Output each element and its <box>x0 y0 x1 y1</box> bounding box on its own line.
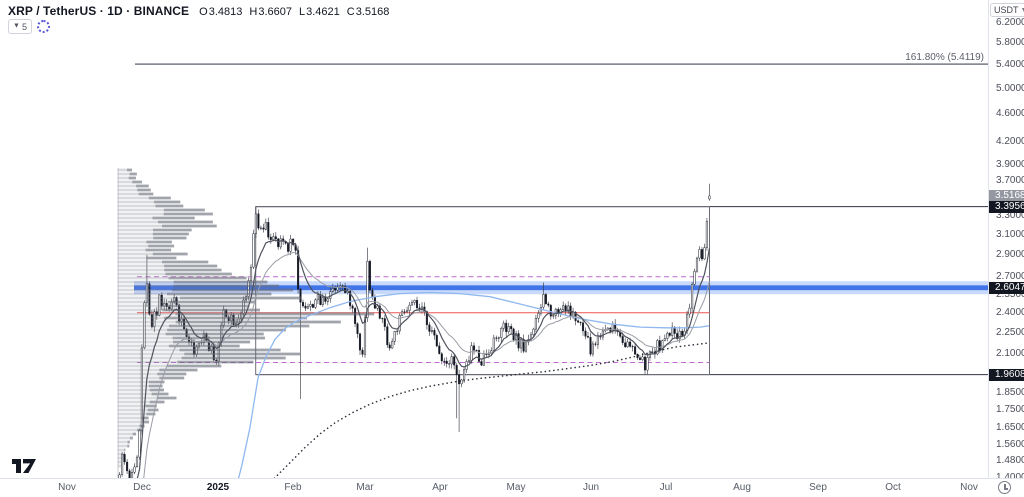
price-tick-label: 1.8500 <box>996 387 1024 398</box>
chevron-down-icon: ▼ <box>1021 7 1024 14</box>
time-tick-label: Feb <box>284 482 301 493</box>
price-tick-label: 2.9000 <box>996 249 1024 260</box>
price-badge: 2.6047 <box>989 282 1024 294</box>
price-tick-label: 4.6000 <box>996 108 1024 119</box>
time-axis[interactable]: Nov Dec 2025 Feb Mar Apr May Jun Jul Aug Sep Oct Nov <box>0 478 1024 497</box>
chevron-down-icon: ▼ <box>13 23 20 30</box>
ohlc-item: O3.4813 <box>199 6 242 18</box>
ema-fast-line <box>1 240 710 478</box>
currency-label: USDT <box>994 5 1019 15</box>
fib-extension-label: 161.80% (5.4119) <box>905 52 984 63</box>
price-tick-label: 4.2000 <box>996 136 1024 147</box>
price-tick-label: 5.0000 <box>996 83 1024 94</box>
currency-toggle-button[interactable]: USDT ▼ <box>990 3 1024 17</box>
price-tick-label: 3.9000 <box>996 159 1024 170</box>
price-tick-label: 2.1000 <box>996 348 1024 359</box>
time-tick-label: Dec <box>133 482 151 493</box>
time-tick-label: Jun <box>583 482 599 493</box>
symbol-title[interactable]: XRP / TetherUS · 1D · BINANCE <box>8 4 189 18</box>
ohlc-item: L3.4621 <box>299 6 340 18</box>
chart-canvas[interactable]: 161.80% (5.4119) <box>0 0 988 478</box>
sma-dotted-line <box>263 343 709 478</box>
price-tick-label: 3.7000 <box>996 175 1024 186</box>
time-tick-label: Mar <box>356 482 373 493</box>
price-tick-label: 5.8000 <box>996 37 1024 48</box>
tradingview-logo <box>10 456 40 476</box>
chart-pane[interactable]: 161.80% (5.4119) <box>0 0 988 478</box>
indicators-collapsed-chip[interactable]: ▼ 5 <box>8 19 32 34</box>
time-tick-label: Jul <box>660 482 673 493</box>
price-tick-label: 2.4000 <box>996 307 1024 318</box>
price-badge: 1.9608 <box>989 369 1024 381</box>
ohlc-item: C3.5168 <box>347 6 390 18</box>
ohlc-item: H3.6607 <box>249 6 292 18</box>
timezone-icon[interactable] <box>998 481 1011 494</box>
legend: XRP / TetherUS · 1D · BINANCE O3.4813 H3.… <box>8 4 389 18</box>
price-axis[interactable]: 6.2000 5.8000 5.4000 5.0000 4.6000 4.2000 3.90… <box>988 0 1024 478</box>
sma-blue-line <box>233 292 709 478</box>
price-tick-label: 1.6500 <box>996 422 1024 433</box>
price-tick-label: 1.5600 <box>996 439 1024 450</box>
price-tick-label: 1.7500 <box>996 404 1024 415</box>
price-tick-label: 1.4800 <box>996 455 1024 466</box>
time-tick-label: May <box>507 482 526 493</box>
time-tick-label: Aug <box>733 482 751 493</box>
price-badge: 3.3956 <box>989 201 1024 213</box>
time-tick-label: 2025 <box>207 482 229 493</box>
price-tick-label: 3.1000 <box>996 229 1024 240</box>
time-tick-label: Oct <box>885 482 901 493</box>
time-tick-label: Nov <box>960 482 978 493</box>
indicator-count: 5 <box>22 22 27 32</box>
price-tick-label: 2.2500 <box>996 327 1024 338</box>
legend-row-2: ▼ 5 <box>8 19 50 34</box>
time-tick-label: Sep <box>809 482 827 493</box>
price-tick-label: 6.2000 <box>996 17 1024 28</box>
loading-spinner-icon <box>37 20 50 33</box>
ohlc-values: O3.4813 H3.6607 L3.4621 C3.5168 <box>199 6 389 18</box>
time-tick-label: Apr <box>432 482 448 493</box>
price-tick-label: 5.4000 <box>996 59 1024 70</box>
time-tick-label: Nov <box>58 482 76 493</box>
price-tick-label: 2.7000 <box>996 271 1024 282</box>
